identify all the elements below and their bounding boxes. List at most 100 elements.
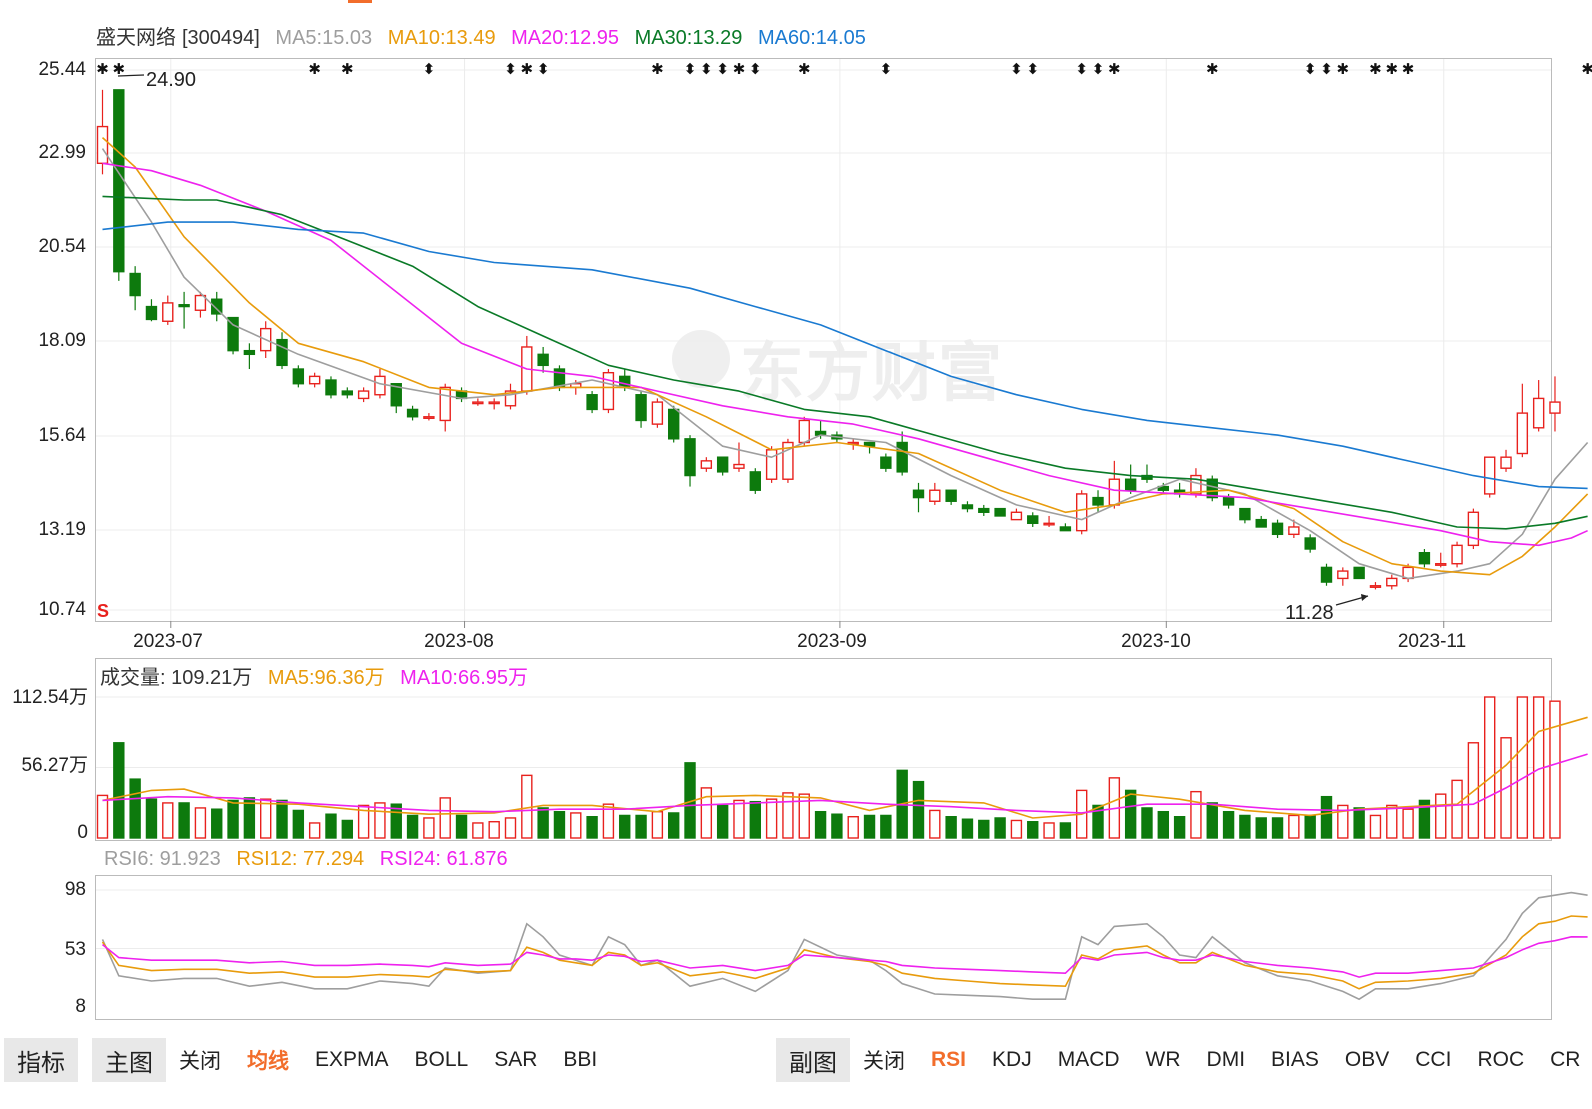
stock-name: 盛天网络 bbox=[96, 27, 176, 49]
volume-bar bbox=[651, 810, 664, 839]
candle-body bbox=[194, 294, 207, 311]
candle-body bbox=[1027, 515, 1039, 525]
indicator-button[interactable]: 指标 bbox=[4, 1038, 78, 1082]
candle-body bbox=[374, 375, 386, 396]
candle-body bbox=[1010, 511, 1023, 521]
volume-bar bbox=[912, 780, 925, 839]
candle-body bbox=[1353, 566, 1365, 580]
candle-body bbox=[1222, 496, 1235, 506]
candle-body bbox=[1467, 511, 1480, 547]
price-tick: 10.74 bbox=[38, 599, 86, 620]
volume-bar bbox=[553, 810, 566, 839]
candle-body bbox=[1418, 551, 1431, 565]
price-panel-border bbox=[95, 58, 1552, 622]
event-star-icon: ✱ bbox=[651, 61, 664, 78]
tab-sar[interactable]: SAR bbox=[494, 1048, 538, 1071]
volume-bar bbox=[1010, 819, 1023, 839]
volume-bar bbox=[455, 814, 468, 839]
event-star-icon: ✱ bbox=[1206, 61, 1219, 78]
candle-body bbox=[1075, 493, 1088, 532]
rsi-line-rsi6 bbox=[101, 891, 1588, 1001]
candle-body bbox=[1255, 518, 1267, 528]
event-arrow-icon: ⬍ bbox=[749, 61, 762, 78]
volume-bar bbox=[178, 802, 190, 839]
candle-body bbox=[292, 368, 305, 385]
sub-close-button[interactable]: 关闭 bbox=[863, 1050, 905, 1073]
volume-bar bbox=[211, 808, 223, 839]
price-legend: 盛天网络 [300494] MA5:15.03 MA10:13.49 MA20:1… bbox=[96, 26, 876, 50]
volume-bar bbox=[716, 804, 729, 839]
volume-bar bbox=[570, 812, 582, 839]
candle-body bbox=[1369, 585, 1382, 588]
volume-bar bbox=[406, 814, 419, 839]
volume-bar bbox=[847, 816, 859, 839]
tab-bbi[interactable]: BBI bbox=[563, 1048, 598, 1071]
candle-body bbox=[1043, 522, 1055, 526]
volume-bar bbox=[749, 800, 761, 839]
candle-body bbox=[716, 456, 729, 473]
volume-bar bbox=[96, 794, 109, 839]
tab-ma[interactable]: 均线 bbox=[247, 1050, 289, 1073]
event-arrow-icon: ⬍ bbox=[1026, 61, 1039, 78]
brand-logo-icon bbox=[672, 330, 730, 388]
volume-bar bbox=[341, 819, 353, 839]
volume-value: 成交量: 109.21万 bbox=[100, 667, 253, 689]
event-star-icon: ✱ bbox=[1402, 61, 1415, 78]
rsi6-value: RSI6: 91.923 bbox=[104, 848, 221, 870]
candle-body bbox=[1288, 526, 1300, 536]
volume-bar bbox=[1027, 821, 1039, 839]
volume-bar bbox=[308, 822, 321, 839]
volume-bar bbox=[1190, 790, 1202, 839]
tab-expma[interactable]: EXPMA bbox=[315, 1048, 389, 1071]
candle-body bbox=[651, 401, 664, 425]
tab-rsi[interactable]: RSI bbox=[931, 1048, 967, 1071]
candle-body bbox=[586, 394, 598, 411]
volume-bar bbox=[1059, 822, 1072, 839]
candle-body bbox=[1386, 577, 1398, 587]
event-star-icon: ✱ bbox=[341, 61, 354, 78]
event-star-icon: ✱ bbox=[1337, 61, 1350, 78]
sub-chart-button[interactable]: 副图 bbox=[776, 1038, 850, 1082]
legend-ma30: MA30:13.29 bbox=[634, 27, 743, 49]
candle-body bbox=[423, 416, 435, 419]
volume-bar bbox=[1369, 814, 1382, 839]
stock-chart[interactable]: ✱ ✱ ✱ ✱ ⬍ ⬍ ✱ ⬍ ✱ ⬍ ⬍ ⬍ ✱ ⬍ ✱ ⬍ ⬍ ⬍ ⬍ ⬍ ✱ ✱ ⬍ ⬍ ✱ ✱ ✱ ✱ ✱ 24.90 11.2… bbox=[0, 0, 1592, 1030]
main-chart-button[interactable]: 主图 bbox=[92, 1038, 166, 1082]
event-arrow-icon: ⬍ bbox=[1075, 61, 1088, 78]
main-close-button[interactable]: 关闭 bbox=[179, 1050, 221, 1073]
tab-cr[interactable]: CR bbox=[1550, 1048, 1581, 1071]
volume-bar bbox=[1402, 808, 1414, 839]
volume-bar bbox=[782, 792, 794, 839]
candle-body bbox=[1157, 485, 1170, 491]
candle-body bbox=[961, 504, 974, 510]
tab-wr[interactable]: WR bbox=[1145, 1048, 1181, 1071]
candle-body bbox=[1451, 544, 1463, 565]
volume-bar bbox=[537, 807, 549, 839]
volume-bar bbox=[1124, 789, 1137, 839]
volume-bar bbox=[162, 802, 174, 839]
rsi12-value: RSI12: 77.294 bbox=[236, 848, 365, 870]
candle-body bbox=[113, 89, 125, 273]
tab-obv[interactable]: OBV bbox=[1344, 1048, 1390, 1071]
volume-bar bbox=[1206, 802, 1218, 839]
volume-bar bbox=[880, 814, 892, 839]
tab-kdj[interactable]: KDJ bbox=[992, 1048, 1032, 1071]
volume-bar bbox=[276, 799, 288, 839]
tab-macd[interactable]: MACD bbox=[1057, 1048, 1120, 1071]
event-arrow-icon: ⬍ bbox=[1304, 61, 1317, 78]
volume-bar bbox=[1092, 804, 1104, 839]
tab-roc[interactable]: ROC bbox=[1477, 1048, 1525, 1071]
price-tick: 20.54 bbox=[38, 236, 86, 257]
volume-bar bbox=[194, 807, 207, 839]
tab-dmi[interactable]: DMI bbox=[1206, 1048, 1246, 1071]
volume-bar bbox=[1271, 817, 1284, 839]
tab-bias[interactable]: BIAS bbox=[1271, 1048, 1319, 1071]
tab-boll[interactable]: BOLL bbox=[414, 1048, 469, 1071]
tab-cci[interactable]: CCI bbox=[1415, 1048, 1452, 1071]
sub-toolbar: 副图 关闭 RSI KDJ MACD WR DMI BIAS OBV CCI R… bbox=[776, 1037, 1592, 1083]
candle-body bbox=[243, 349, 256, 356]
volume-bar bbox=[129, 778, 141, 839]
candle-body bbox=[978, 507, 990, 513]
candle-body bbox=[1516, 412, 1529, 455]
candle-body bbox=[145, 305, 158, 321]
